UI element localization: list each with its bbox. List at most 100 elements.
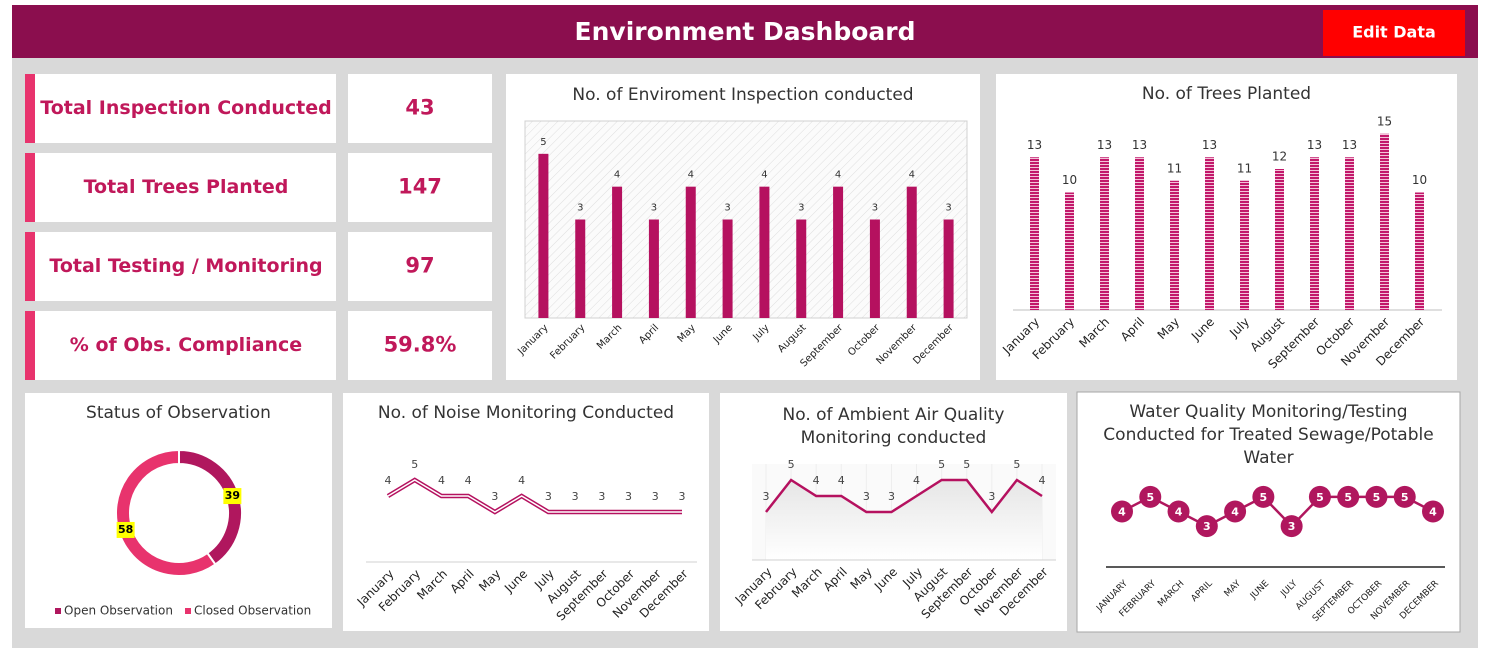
data-label: 11 [1237, 161, 1252, 175]
data-label: 39 [225, 489, 240, 502]
line-inner [387, 479, 682, 513]
bar [943, 219, 954, 318]
data-label: 5 [1373, 491, 1381, 504]
kpi-value-card [348, 74, 492, 143]
edit-button[interactable] [1323, 10, 1465, 56]
data-label: 3 [679, 490, 686, 503]
kpi-card [25, 153, 336, 222]
bar [833, 186, 844, 318]
data-label: 3 [872, 203, 878, 214]
kpi-value-card [348, 311, 492, 380]
bar [1100, 157, 1109, 310]
kpi-stripe [25, 232, 35, 301]
bar [1205, 157, 1214, 310]
legend-swatch [185, 608, 191, 614]
data-label: 3 [651, 203, 657, 214]
bar [759, 186, 770, 318]
donut-slice [115, 448, 217, 577]
data-label: 5 [788, 458, 795, 471]
data-label-box [116, 521, 135, 538]
data-label: 4 [688, 170, 694, 181]
data-label: 13 [1027, 138, 1042, 152]
kpi-card [25, 232, 336, 301]
data-label: 13 [1307, 138, 1322, 152]
bar [575, 219, 586, 318]
data-label-box [223, 488, 242, 505]
data-label: 3 [888, 490, 895, 503]
data-label: 4 [614, 170, 620, 181]
data-label: 3 [798, 203, 804, 214]
legend-label: Open Observation [64, 604, 173, 618]
marker [1422, 500, 1444, 523]
data-label: 13 [1132, 138, 1147, 152]
data-label: 5 [540, 137, 546, 148]
edit-button-label[interactable]: Edit Data [1352, 23, 1436, 42]
data-label: 3 [577, 203, 583, 214]
bar [1310, 157, 1319, 310]
kpi-stripe [25, 153, 35, 222]
data-label: 5 [1260, 491, 1268, 504]
kpi-label: % of Obs. Compliance [70, 334, 302, 356]
marker [1365, 485, 1388, 508]
marker [1111, 500, 1133, 523]
chart-title: Status of Observation [86, 403, 271, 423]
data-label: 11 [1167, 161, 1182, 175]
bar [612, 186, 623, 318]
kpi-label: Total Trees Planted [84, 176, 289, 198]
bar [685, 186, 696, 318]
data-label: 4 [465, 474, 472, 487]
marker [1337, 485, 1360, 508]
marker [1280, 515, 1303, 538]
data-label: 3 [1203, 520, 1211, 533]
data-label: 4 [913, 474, 920, 487]
data-label: 5 [1316, 491, 1324, 504]
chart-title: No. of Trees Planted [1141, 84, 1312, 104]
data-label: 4 [838, 474, 845, 487]
kpi-value: 97 [405, 254, 434, 278]
data-label: 4 [1175, 506, 1183, 519]
bar [1170, 180, 1179, 310]
data-label: 3 [598, 490, 605, 503]
marker [1167, 500, 1190, 523]
bar [1275, 169, 1284, 310]
marker [1308, 485, 1331, 508]
bar [1135, 157, 1144, 310]
data-label: 12 [1272, 150, 1287, 164]
data-label: 4 [1039, 474, 1046, 487]
kpi-label: Total Inspection Conducted [40, 97, 331, 119]
data-label: 3 [763, 490, 770, 503]
marker [1139, 485, 1162, 508]
data-label: 5 [1344, 491, 1352, 504]
plot-area [524, 120, 968, 319]
data-label: 5 [938, 458, 945, 471]
data-label: 5 [963, 458, 970, 471]
bar [1345, 157, 1354, 310]
legend-swatch [55, 608, 61, 614]
data-label: 10 [1412, 173, 1427, 187]
data-label: 3 [625, 490, 632, 503]
data-label: 4 [1231, 506, 1239, 519]
chart-card [1076, 391, 1461, 633]
data-label: 3 [545, 490, 552, 503]
chart-card [25, 393, 332, 628]
data-label: 15 [1377, 114, 1392, 128]
bar [1240, 180, 1249, 310]
data-label: 4 [518, 474, 525, 487]
kpi-stripe [25, 311, 35, 380]
kpi-label: Total Testing / Monitoring [49, 255, 322, 277]
data-label: 4 [909, 170, 915, 181]
bar [869, 219, 880, 318]
marker [1195, 515, 1218, 538]
kpi-value-card [348, 153, 492, 222]
data-label: 3 [724, 203, 730, 214]
kpi-card [25, 74, 336, 143]
kpi-card [25, 311, 336, 380]
data-label: 10 [1062, 173, 1077, 187]
data-label: 58 [118, 523, 133, 536]
bar [1030, 157, 1039, 310]
chart-title: No. of Enviroment Inspection conducted [572, 85, 914, 105]
data-label: 3 [945, 203, 951, 214]
chart-title: No. of Ambient Air Quality Monitoring co… [782, 405, 1005, 448]
bar [1380, 133, 1389, 310]
data-label: 3 [1288, 520, 1296, 533]
